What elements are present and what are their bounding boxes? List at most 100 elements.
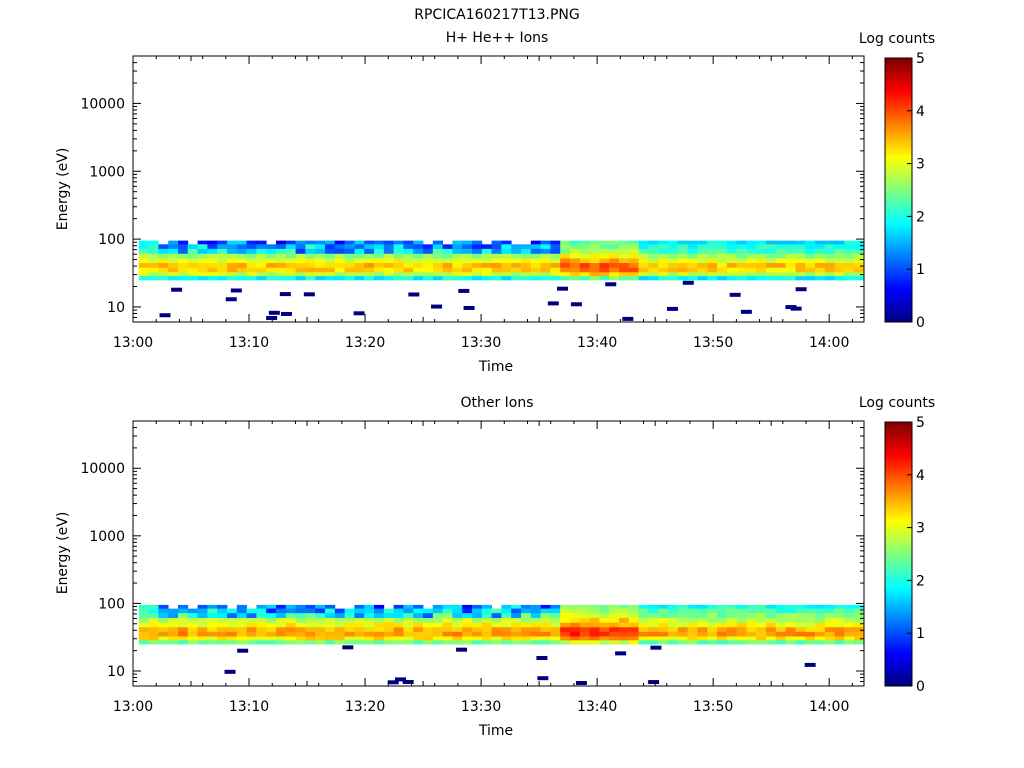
spectrogram-cell: [227, 248, 238, 255]
spectrogram-cell: [178, 258, 189, 264]
spectrogram-cell: [344, 244, 355, 250]
spectrogram-cell: [452, 267, 463, 273]
spectrogram-cell: [824, 253, 835, 259]
spectrogram-cell: [795, 631, 806, 637]
spectrogram-cell: [472, 627, 483, 633]
spectrogram-cell: [687, 248, 698, 255]
spectrogram-cell: [638, 272, 649, 277]
spectrogram-cell: [501, 622, 512, 628]
spectrogram-cell: [148, 272, 159, 277]
spectrogram-cell: [295, 604, 306, 610]
spectrogram-cell: [658, 636, 669, 641]
spectrogram-cell: [207, 258, 218, 264]
spectrogram-cell: [393, 263, 404, 269]
colorbar-step: [885, 147, 912, 151]
spectrogram-cell: [775, 267, 786, 273]
spectrogram-cell: [168, 263, 179, 269]
spectrogram-cell: [364, 248, 375, 255]
spectrogram-cell: [217, 244, 228, 250]
spectrogram-cell: [472, 604, 483, 610]
spectrogram-cell: [530, 627, 541, 633]
spectrogram-cell: [550, 244, 561, 250]
spectrogram-cell: [521, 613, 532, 619]
colorbar-step: [885, 617, 912, 621]
spectrogram-cell: [824, 618, 835, 624]
panel-title: H+ He++ Ions: [446, 30, 549, 46]
colorbar-step: [885, 519, 912, 523]
spectrogram-cell: [540, 263, 551, 269]
spectrogram-cell: [295, 248, 306, 255]
spectrogram-cell: [677, 244, 688, 250]
spectrogram-cell: [628, 272, 639, 277]
spectrogram-cell: [374, 618, 385, 624]
spectrogram-cell: [148, 622, 159, 628]
spectrogram-cell: [364, 613, 375, 619]
spectrogram-cell: [766, 253, 777, 259]
spectrogram-cell: [393, 240, 404, 245]
colorbar-step: [885, 306, 912, 310]
spectrogram-cell: [236, 622, 247, 628]
spectrogram-cell: [844, 608, 855, 614]
spectrogram-cell: [315, 618, 326, 624]
spectrogram-cell: [364, 636, 375, 641]
spectrogram-cell: [560, 244, 571, 250]
spectrogram-cell: [854, 608, 865, 614]
spectrogram-cell: [550, 613, 561, 619]
spectrogram-cell: [726, 604, 737, 610]
spectrogram-cell: [628, 631, 639, 637]
spectrogram-cell: [550, 640, 561, 645]
spectrogram-cell: [393, 267, 404, 273]
sparse-count-cell: [280, 311, 292, 316]
spectrogram-cell: [285, 631, 296, 637]
spectrogram-cell: [168, 640, 179, 645]
sparse-count-cell: [225, 297, 237, 302]
spectrogram-cell: [256, 276, 267, 281]
spectrogram-cell: [775, 248, 786, 255]
spectrogram-cell: [364, 240, 375, 245]
spectrogram-cell: [815, 244, 826, 250]
spectrogram-cell: [462, 608, 473, 614]
spectrogram-cell: [785, 240, 796, 245]
spectrogram-cell: [824, 640, 835, 645]
spectrogram-cell: [393, 604, 404, 610]
spectrogram-cell: [707, 258, 718, 264]
spectrogram-cell: [168, 240, 179, 245]
spectrogram-cell: [619, 253, 630, 259]
colorbar-step: [885, 190, 912, 194]
x-tick-label: 14:00: [809, 699, 849, 715]
spectrogram-cell: [609, 618, 620, 624]
panel-title: Other Ions: [460, 395, 533, 411]
colorbar-tick-label: 2: [916, 573, 925, 589]
spectrogram-cell: [677, 608, 688, 614]
spectrogram-cell: [775, 240, 786, 245]
spectrogram-cell: [746, 618, 757, 624]
spectrogram-cell: [236, 244, 247, 250]
colorbar-step: [885, 71, 912, 75]
spectrogram-cell: [805, 258, 816, 264]
spectrogram-cell: [844, 253, 855, 259]
spectrogram-cell: [374, 604, 385, 610]
spectrogram-cell: [305, 627, 316, 633]
spectrogram-cell: [785, 604, 796, 610]
spectrogram-cell: [530, 640, 541, 645]
spectrogram-cell: [295, 640, 306, 645]
spectrogram-cell: [756, 253, 767, 259]
sparse-count-cell: [537, 676, 549, 681]
spectrogram-cell: [325, 244, 336, 250]
spectrogram-cell: [560, 604, 571, 610]
spectrogram-cell: [530, 613, 541, 619]
spectrogram-cell: [785, 613, 796, 619]
spectrogram-cell: [315, 640, 326, 645]
colorbar-step: [885, 429, 912, 434]
spectrogram-cell: [668, 622, 679, 628]
spectrogram-cell: [697, 627, 708, 633]
spectrogram-cell: [374, 267, 385, 273]
colorbar-step: [885, 287, 912, 291]
spectrogram-cell: [717, 244, 728, 250]
colorbar-label: Log counts: [859, 395, 935, 411]
spectrogram-cell: [364, 622, 375, 628]
spectrogram-cell: [668, 240, 679, 245]
colorbar-step: [885, 279, 912, 283]
spectrogram-cell: [138, 272, 149, 277]
spectrogram-cell: [501, 618, 512, 624]
